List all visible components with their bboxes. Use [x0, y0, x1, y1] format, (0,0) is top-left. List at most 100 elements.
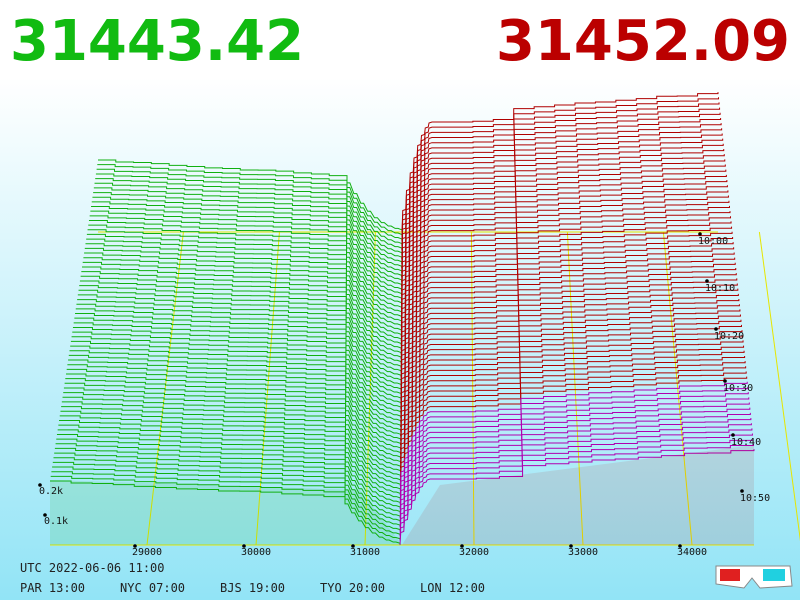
time-label: 10:30	[723, 383, 753, 394]
ask-depth-line	[400, 293, 739, 409]
time-label: 10:20	[714, 331, 744, 342]
ask-depth-line	[401, 97, 720, 237]
ask-depth-line	[400, 221, 732, 346]
price-label: 34000	[677, 547, 707, 558]
tick-dot	[678, 544, 682, 548]
ask-depth-line	[400, 340, 744, 450]
ask-depth-line	[401, 133, 723, 269]
bid-depth-line	[50, 480, 401, 545]
bid-depth-line	[75, 308, 402, 378]
bid-depth-line	[75, 313, 402, 382]
ask-depth-line	[400, 273, 737, 391]
ask-depth-line	[399, 376, 748, 482]
ask-depth-line	[399, 443, 754, 541]
ask-depth-line	[400, 314, 741, 428]
zone-time: LON 12:00	[420, 581, 485, 595]
bid-depth-line	[77, 294, 402, 364]
ask-depth-line	[399, 418, 752, 518]
bid-depth-line	[60, 410, 401, 477]
bid-depth-line	[95, 178, 403, 251]
ask-depth-line	[399, 361, 746, 468]
bid-depth-line	[93, 187, 403, 260]
bid-depth-line	[74, 317, 402, 387]
tick-dot	[723, 379, 727, 383]
ask-depth-line	[401, 92, 719, 233]
ask-depth-line	[401, 128, 723, 264]
ask-depth-line	[399, 397, 750, 500]
bid-depth-line	[98, 159, 403, 232]
bid-depth-line	[68, 354, 402, 423]
ask-depth-line	[400, 309, 741, 423]
bid-depth-line	[84, 247, 402, 319]
bid-depth-line	[52, 466, 401, 532]
bid-depth-line	[92, 196, 403, 269]
ask-depth-line	[400, 247, 735, 369]
ask-depth-line	[400, 216, 732, 341]
ask-depth-line	[400, 299, 740, 414]
bid-depth-line	[73, 322, 402, 391]
bid-depth-line	[67, 364, 402, 432]
floor-line	[470, 231, 475, 546]
ask-depth-line	[400, 185, 728, 314]
floor-line	[364, 231, 376, 546]
ask-depth-line	[399, 428, 753, 527]
ask-depth-line	[400, 205, 730, 332]
bid-depth-line	[95, 173, 403, 246]
ask-depth-line	[399, 402, 750, 505]
ask-depth-line	[401, 174, 727, 305]
tick-dot	[731, 433, 735, 437]
bid-depth-line	[82, 261, 402, 332]
tick-dot	[43, 513, 47, 517]
bid-depth-line	[85, 243, 402, 314]
floor-line	[758, 231, 800, 542]
tick-dot	[351, 544, 355, 548]
bid-depth-line	[51, 471, 401, 536]
ask-depth-line	[400, 319, 742, 432]
price-label: 30000	[241, 547, 271, 558]
bid-depth-line	[69, 350, 402, 418]
bid-depth-line	[61, 406, 401, 473]
bid-depth-line	[57, 429, 401, 496]
bid-depth-line	[88, 224, 403, 296]
ask-depth-line	[399, 412, 751, 514]
ask-depth-line	[400, 262, 736, 382]
bid-depth-line	[63, 392, 402, 459]
ask-depth-line	[399, 449, 755, 546]
ask-depth-line	[401, 102, 720, 242]
ask-depth-line	[400, 257, 736, 378]
ask-depth-line	[399, 392, 749, 496]
utc-time: UTC 2022-06-06 11:00	[20, 561, 165, 575]
ask-depth-line	[400, 236, 734, 360]
zone-time: BJS 19:00	[220, 581, 285, 595]
bid-depth-line	[54, 447, 401, 514]
bid-depth-line	[93, 192, 403, 264]
bid-depth-line	[83, 257, 402, 328]
price-label: 31000	[350, 547, 380, 558]
bid-depth-line	[71, 336, 402, 405]
ask-depth-line	[400, 330, 743, 441]
ask-depth-line	[400, 278, 738, 396]
bid-depth-line	[56, 433, 401, 500]
zone-time: TYO 20:00	[320, 581, 385, 595]
tick-dot	[698, 232, 702, 236]
bid-depth-line	[96, 168, 403, 242]
glasses-icon	[715, 565, 793, 589]
ask-depth-line	[400, 267, 737, 387]
bid-depth-line	[94, 182, 403, 255]
ask-depth-line	[399, 433, 753, 532]
bid-depth-line	[90, 210, 403, 282]
ask-depth-line	[399, 386, 749, 491]
bid-depth-line	[97, 164, 403, 237]
bid-depth-line	[91, 201, 403, 273]
ask-depth-line	[400, 195, 729, 323]
bid-depth-line	[86, 233, 403, 305]
tick-dot	[705, 279, 709, 283]
labels: 29000 30000 31000 32000 33000 34000 10:00 10:10…	[38, 232, 770, 558]
bid-depth-line	[87, 229, 403, 301]
ask-depth-line	[400, 283, 738, 400]
time-label: 10:10	[705, 283, 735, 294]
zone-time: NYC 07:00	[120, 581, 185, 595]
ask-depth-line	[401, 159, 726, 291]
bid-depth-line	[53, 457, 401, 523]
